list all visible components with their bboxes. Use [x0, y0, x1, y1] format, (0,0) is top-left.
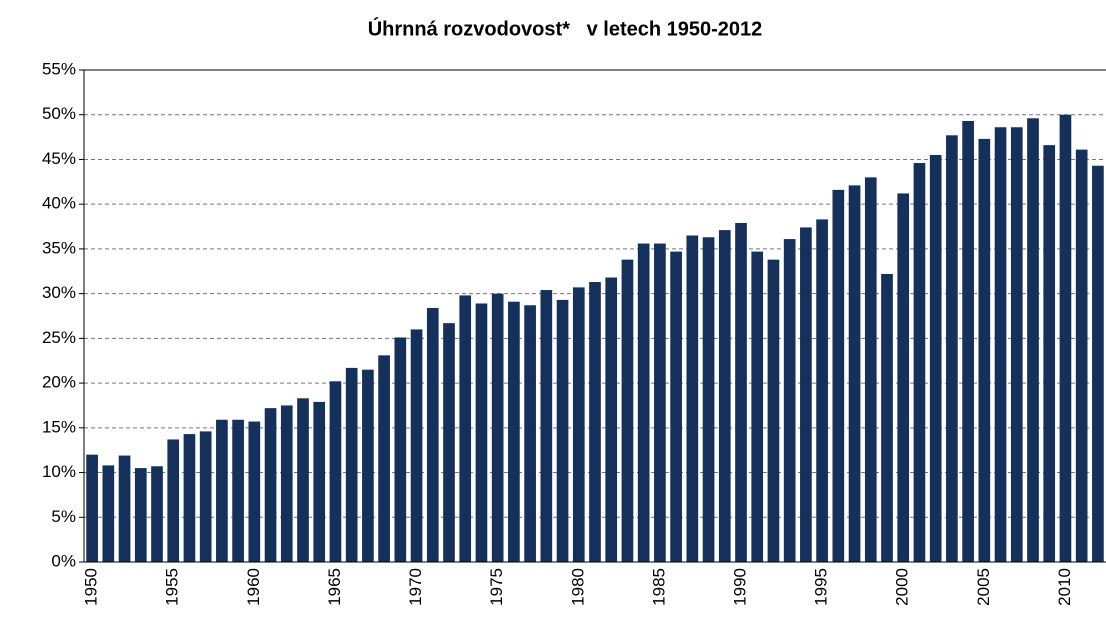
bar	[134, 468, 147, 562]
y-tick-label: 50%	[42, 104, 76, 123]
bar	[897, 193, 910, 562]
x-tick-label: 1950	[82, 568, 101, 606]
bar	[183, 434, 196, 562]
bar	[524, 305, 536, 562]
x-tick-label: 1995	[812, 568, 831, 606]
y-tick-label: 10%	[42, 462, 76, 481]
y-tick-label: 15%	[42, 417, 76, 436]
bar	[556, 299, 569, 562]
chart-title: Úhrnná rozvodovost* v letech 1950-2012	[368, 16, 763, 40]
bar	[102, 465, 115, 562]
y-tick-label: 55%	[42, 59, 76, 78]
bar	[394, 337, 407, 562]
bar	[735, 222, 747, 562]
bar	[751, 251, 764, 563]
bar	[378, 355, 390, 562]
y-tick-label: 25%	[42, 328, 76, 347]
bar	[1043, 145, 1056, 562]
bar	[345, 367, 358, 562]
bar	[962, 120, 974, 563]
bar	[248, 421, 261, 562]
bar	[881, 273, 893, 562]
y-tick-label: 30%	[42, 283, 76, 302]
bar	[572, 287, 585, 562]
bar	[167, 439, 180, 562]
bar	[232, 419, 244, 562]
bar	[264, 408, 277, 562]
bar	[702, 237, 715, 562]
bar	[783, 239, 796, 562]
x-tick-label: 1965	[325, 568, 344, 606]
x-tick-label: 1980	[568, 568, 587, 606]
bar	[670, 251, 682, 563]
bar	[800, 227, 812, 562]
bar	[1092, 165, 1104, 562]
bar	[637, 243, 650, 563]
bar	[686, 235, 699, 562]
bar	[848, 185, 861, 562]
bar	[832, 189, 845, 563]
bar	[313, 401, 326, 562]
bar	[978, 138, 991, 562]
y-tick-label: 35%	[42, 238, 76, 257]
x-tick-label: 2005	[974, 568, 993, 606]
bar	[1059, 114, 1072, 563]
y-tick-label: 20%	[42, 373, 76, 392]
y-tick-label: 5%	[51, 507, 76, 526]
bar	[362, 369, 374, 562]
bar	[329, 381, 342, 562]
bar	[199, 431, 212, 562]
y-tick-label: 0%	[51, 551, 76, 570]
x-tick-label: 2000	[893, 568, 912, 606]
x-tick-label: 1975	[487, 568, 506, 606]
x-tick-label: 1990	[730, 568, 749, 606]
bar	[410, 329, 423, 562]
bar	[654, 243, 666, 563]
bar	[1075, 149, 1088, 562]
bar	[1010, 127, 1023, 562]
bar	[216, 419, 228, 562]
bar	[929, 154, 942, 562]
bar	[151, 466, 163, 562]
bar	[994, 127, 1007, 562]
bar	[86, 454, 98, 562]
y-tick-label: 40%	[42, 194, 76, 213]
bar	[118, 455, 131, 562]
x-tick-label: 2010	[1055, 568, 1074, 606]
bar	[475, 303, 488, 562]
bar	[767, 259, 780, 562]
bar	[718, 230, 731, 562]
bar	[508, 301, 520, 562]
bar	[443, 323, 455, 562]
bar	[280, 405, 293, 562]
bar	[297, 398, 309, 562]
y-tick-label: 45%	[42, 149, 76, 168]
x-tick-label: 1955	[163, 568, 182, 606]
bar	[589, 282, 601, 562]
bar	[605, 277, 618, 562]
bar	[426, 307, 439, 562]
bar	[864, 177, 877, 562]
x-tick-label: 1960	[244, 568, 263, 606]
x-tick-label: 1985	[649, 568, 668, 606]
bar	[459, 295, 472, 562]
bar	[540, 290, 553, 562]
bar	[816, 219, 828, 562]
bar	[1027, 118, 1039, 563]
bar	[946, 135, 958, 562]
bar	[491, 293, 504, 562]
bar	[913, 163, 926, 563]
x-tick-label: 1970	[406, 568, 425, 606]
bar	[621, 259, 634, 562]
